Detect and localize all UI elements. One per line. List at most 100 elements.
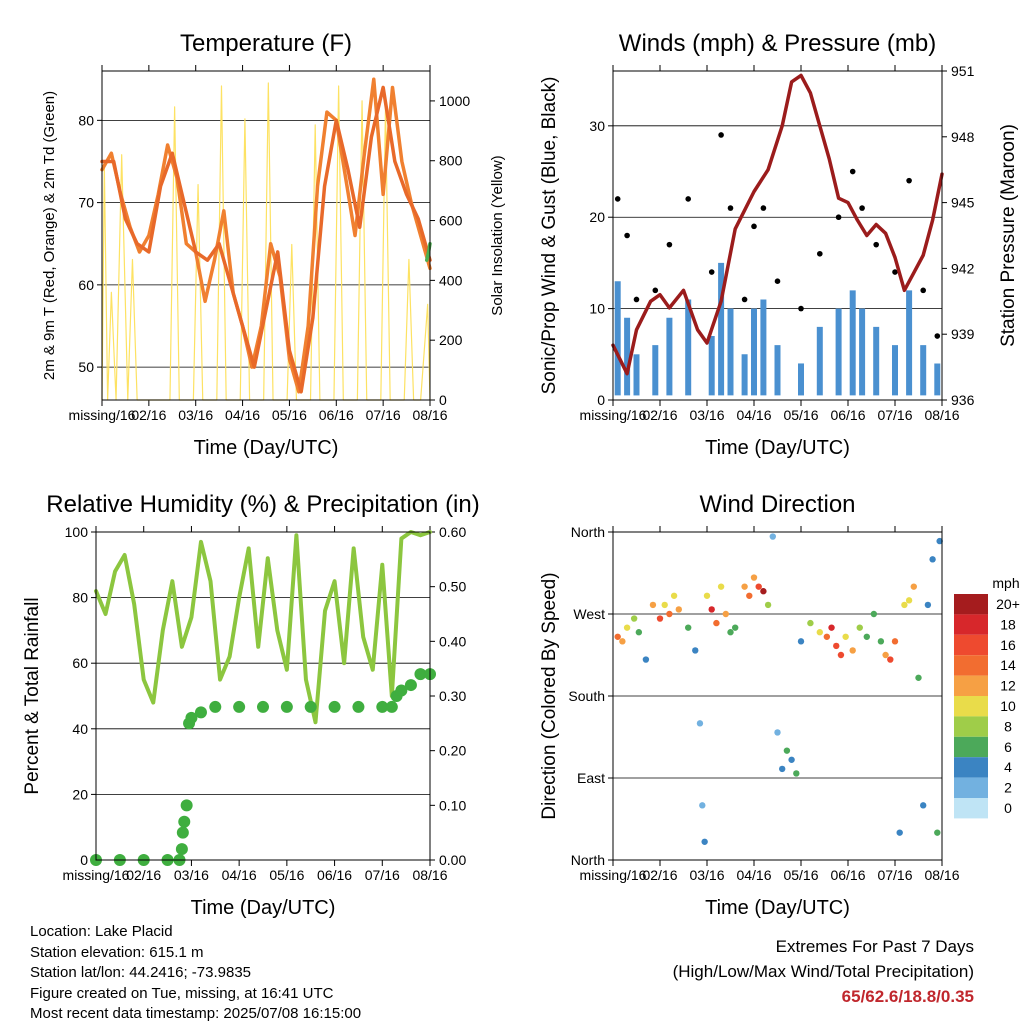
ytick-label-0-1: 60 [78,277,94,293]
direction-point-37 [807,619,814,627]
direction-point-61 [936,537,943,545]
direction-point-23 [732,624,739,631]
gust-point-12 [774,278,781,284]
direction-point-41 [833,642,840,650]
ytick-label-0-2: 70 [78,195,94,211]
direction-point-24 [741,583,748,590]
gust-point-7 [718,132,724,138]
xtick-label-0-6: 07/16 [366,407,401,423]
direction-point-8 [661,601,668,609]
extremes-subtitle: (High/Low/Max Wind/Total Precipitation) [672,962,974,981]
plot-frame-3 [612,531,943,861]
plot-frame-0 [101,70,431,401]
gust-point-20 [906,177,912,184]
ytick-right-label-0-5: 1000 [439,93,470,109]
xtick-label-2-0: missing/16 [63,867,130,883]
direction-point-14 [696,720,704,727]
ytick-right-label-1-0: 936 [951,392,975,408]
recent-timestamp-text: Most recent data timestamp: 2025/07/08 1… [30,1005,362,1022]
colorbar-swatch-4 [954,675,988,696]
direction-point-43 [842,633,849,640]
colorbar-swatch-9 [954,777,988,798]
xtick-label-3-7: 08/16 [924,867,959,883]
latlon-text: Station lat/lon: 44.2416; -73.9835 [30,964,252,981]
ytick-right-label-1-5: 951 [951,63,975,79]
xtick-label-0-0: missing/16 [69,407,136,423]
direction-point-19 [713,619,720,627]
gust-point-22 [934,333,941,339]
xtick-label-0-3: 04/16 [225,407,260,423]
extremes-title: Extremes For Past 7 Days [775,937,974,956]
ytick-label-2-1: 20 [72,786,88,802]
precip-point-13 [233,700,246,713]
colorbar-label-7: 6 [1004,739,1012,755]
direction-point-18 [708,606,715,613]
direction-point-22 [727,629,734,636]
colorbar-swatch-8 [954,757,988,778]
direction-point-3 [630,615,638,622]
extremes-box: Extremes For Past 7 Days (High/Low/Max W… [673,934,974,1009]
gust-point-4 [666,241,673,248]
ylabel-1: Sonic/Prop Wind & Gust (Blue, Black) [539,77,560,395]
gust-point-3 [652,287,659,294]
direction-point-9 [666,610,673,618]
direction-point-49 [882,651,889,659]
direction-point-15 [699,802,706,809]
precip-point-15 [280,700,293,713]
xtick-label-2-5: 06/16 [317,867,352,883]
ytick-label-3-4: North [571,524,605,540]
precip-point-7 [178,815,191,828]
ytick-right-label-1-3: 945 [951,195,975,211]
gust-point-18 [873,241,879,248]
gust-point-21 [920,287,926,294]
ytick-label-3-1: East [577,770,605,786]
direction-point-39 [823,633,831,640]
colorbar-swatch-1 [954,614,988,635]
chart-title-2: Relative Humidity (%) & Precipitation (i… [46,491,479,518]
ytick-label-1-0: 0 [597,392,605,408]
plot-frame-1 [612,70,943,401]
direction-point-50 [887,656,894,663]
direction-point-33 [783,747,791,754]
direction-point-44 [849,647,856,654]
ytick-label-0-0: 50 [78,359,94,375]
xtick-label-3-6: 07/16 [877,867,912,883]
xtick-label-1-5: 06/16 [830,407,865,423]
precip-point-19 [376,700,389,713]
ylabel-right-0: Solar Insolation (Yellow) [489,155,506,315]
gust-point-15 [835,214,842,221]
direction-point-27 [755,583,762,590]
xtick-label-1-2: 03/16 [689,407,724,423]
direction-point-55 [910,583,917,590]
xtick-label-3-3: 04/16 [736,867,771,883]
gust-point-17 [859,205,865,211]
xtick-label-1-0: missing/16 [580,407,647,423]
precip-point-22 [395,684,408,697]
colorbar-label-6: 8 [1004,718,1012,734]
ytick-right-label-0-4: 800 [439,153,463,169]
direction-point-30 [769,533,776,540]
xtick-label-0-4: 05/16 [272,407,307,423]
xlabel-1: Time (Day/UTC) [705,437,850,459]
location-text: Location: Lake Placid [30,923,173,940]
colorbar-swatch-5 [954,696,988,717]
ylabel-3: Direction (Colored By Speed) [539,572,560,819]
created-text: Figure created on Tue, missing, at 16:41… [30,984,334,1002]
precip-point-24 [414,668,427,681]
colorbar-swatch-3 [954,655,988,676]
direction-point-51 [891,638,899,645]
gust-point-19 [892,269,898,275]
precip-point-14 [257,700,269,713]
gust-point-0 [614,196,621,202]
gust-point-13 [798,305,804,312]
temp-9m-line [100,85,432,394]
direction-point-60 [934,829,941,836]
direction-point-46 [863,633,870,640]
colorbar-label-4: 12 [1000,678,1016,694]
precip-point-16 [304,700,317,713]
ytick-right-label-0-0: 0 [439,392,447,408]
ytick-label-1-1: 10 [589,301,605,317]
direction-point-16 [701,838,708,845]
direction-point-54 [905,597,913,604]
ytick-label-0-3: 80 [78,112,94,128]
